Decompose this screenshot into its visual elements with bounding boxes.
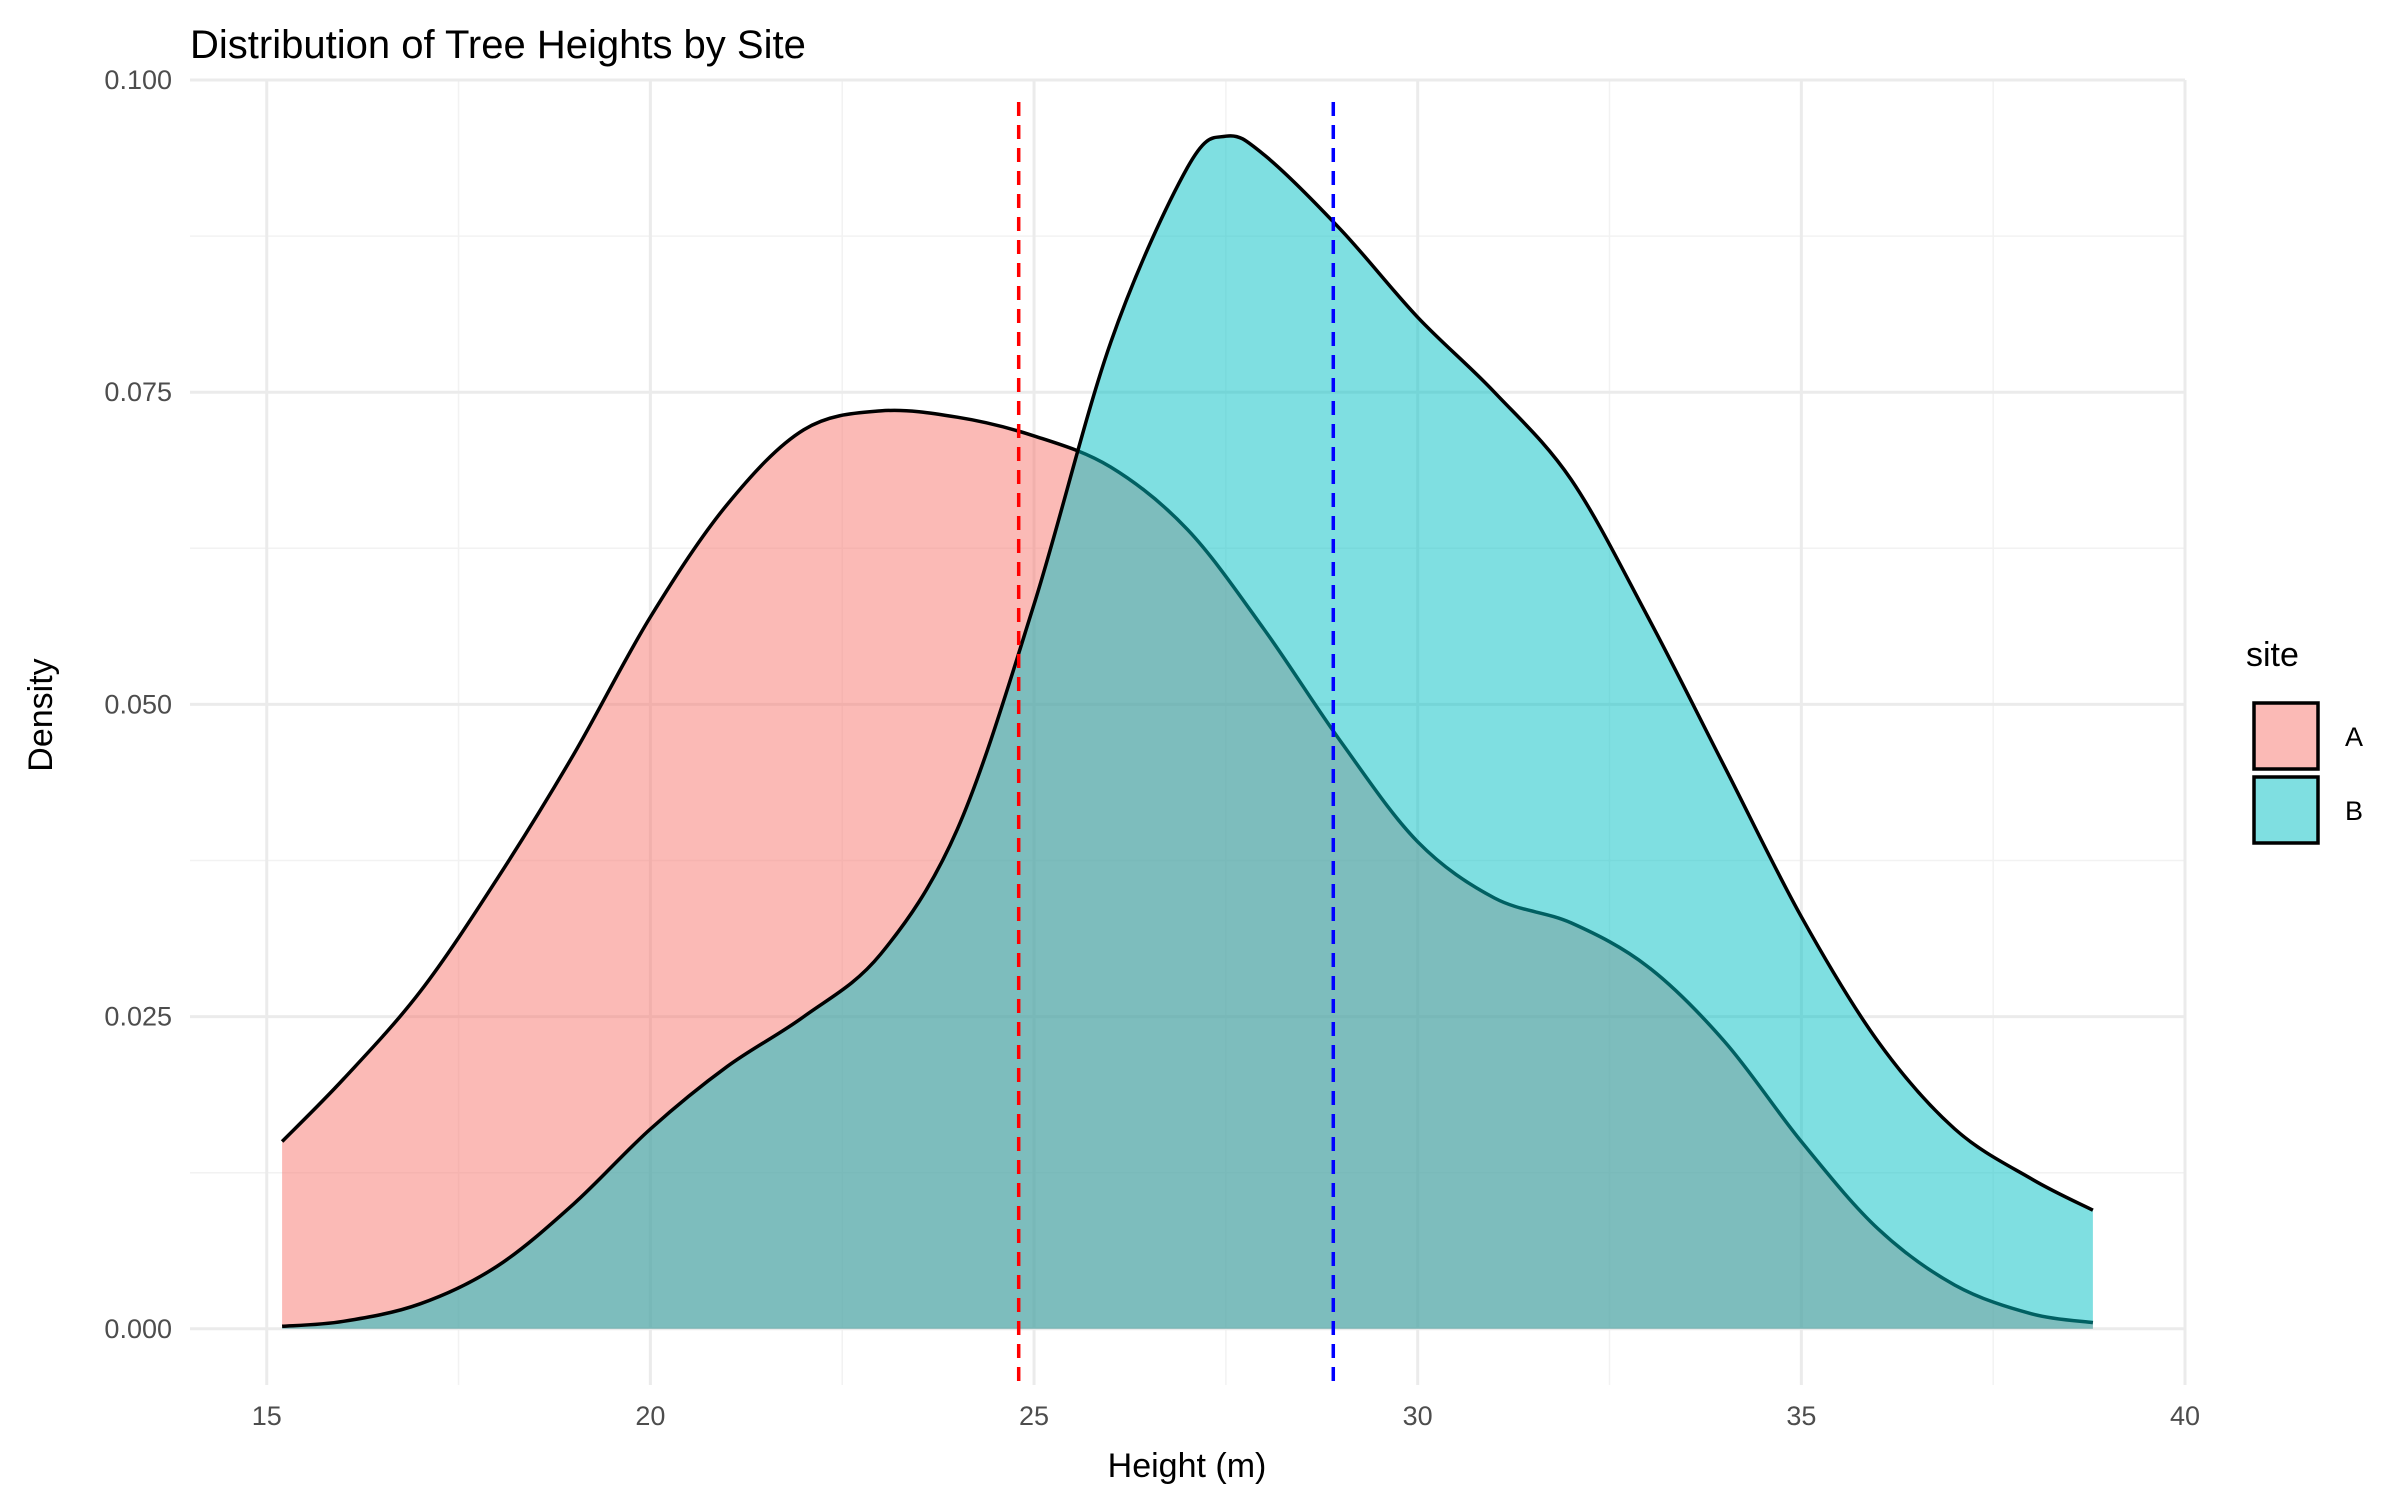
y-tick-label: 0.100: [104, 65, 172, 95]
y-tick-label: 0.075: [104, 377, 172, 407]
y-axis-title: Density: [22, 658, 60, 771]
legend-key-A: [2252, 701, 2320, 771]
legend: site AB: [2246, 636, 2363, 845]
x-tick-label: 15: [252, 1401, 282, 1431]
x-tick-label: 30: [1403, 1401, 1433, 1431]
x-axis-title: Height (m): [1108, 1447, 1267, 1485]
legend-entries: AB: [2252, 701, 2363, 845]
y-tick-label: 0.050: [104, 689, 172, 719]
x-tick-labels: 15 20 25 30 35 40: [252, 1401, 2200, 1431]
y-tick-label: 0.025: [104, 1002, 172, 1032]
legend-title: site: [2246, 636, 2299, 674]
density-line-B: [281, 134, 2094, 1329]
y-tick-labels: 0.000 0.025 0.050 0.075 0.100: [104, 65, 172, 1344]
x-tick-label: 20: [635, 1401, 665, 1431]
density-areas: [280, 134, 2094, 1329]
x-tick-label: 25: [1019, 1401, 1049, 1431]
legend-key-B: [2252, 775, 2320, 845]
chart-title: Distribution of Tree Heights by Site: [190, 23, 806, 67]
x-tick-label: 35: [1786, 1401, 1816, 1431]
y-tick-label: 0.000: [104, 1314, 172, 1344]
mean-lines: [1016, 102, 1336, 1385]
legend-label-A: A: [2345, 722, 2363, 752]
density-area-B: [282, 135, 2093, 1329]
legend-label-B: B: [2345, 796, 2363, 826]
x-tick-label: 40: [2170, 1401, 2200, 1431]
